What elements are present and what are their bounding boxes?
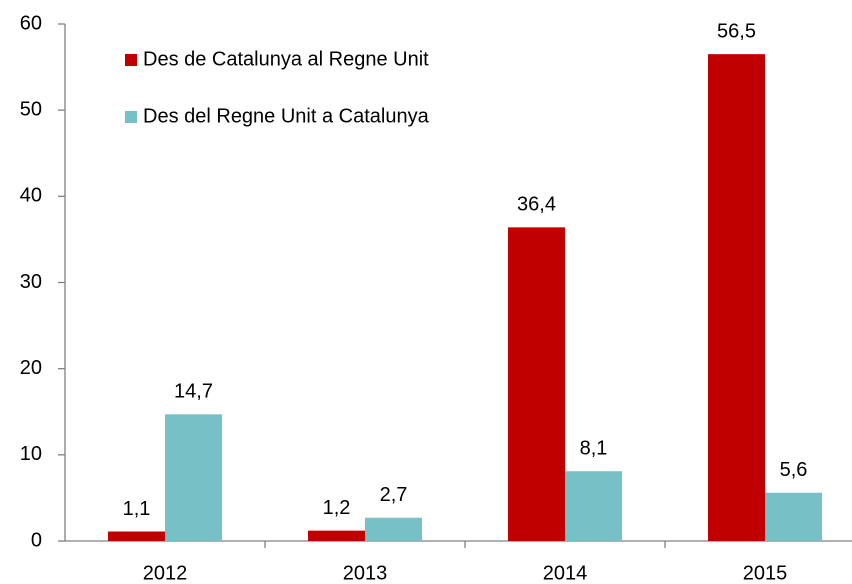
x-tick-label: 2013 [343,562,388,584]
value-label: 5,6 [780,459,808,481]
x-tick-label: 2012 [143,562,188,584]
bar [508,227,565,541]
value-label: 36,4 [517,194,556,216]
legend-label: Des del Regne Unit a Catalunya [143,105,430,127]
y-tick-label: 30 [20,271,42,293]
y-tick-label: 10 [20,443,42,465]
bar [365,517,422,541]
y-tick-label: 60 [20,12,42,34]
value-label: 56,5 [717,20,756,42]
value-label: 2,7 [380,484,408,506]
value-label: 1,2 [323,497,351,519]
value-label: 1,1 [123,498,151,520]
y-tick-label: 40 [20,185,42,207]
value-label: 8,1 [580,437,608,459]
bar [108,531,165,541]
bar [165,414,222,541]
y-tick-label: 50 [20,98,42,120]
bar [308,530,365,541]
y-tick-label: 20 [20,357,42,379]
y-tick-label: 0 [31,529,42,551]
x-tick-label: 2015 [743,562,788,584]
bar [708,54,765,542]
legend-label: Des de Catalunya al Regne Unit [143,48,429,70]
x-tick-label: 2014 [543,562,588,584]
legend-swatch [125,54,137,66]
bar [565,471,622,541]
legend-swatch [125,111,137,123]
bar [765,492,822,541]
value-label: 14,7 [174,381,213,403]
